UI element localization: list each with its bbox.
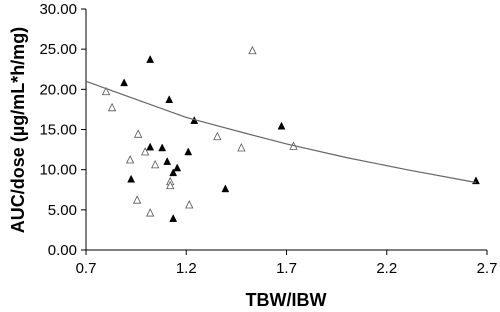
- x-tick-label: 2.7: [477, 260, 498, 277]
- y-tick-label: 10.00: [39, 162, 77, 179]
- x-tick-label: 0.7: [76, 260, 97, 277]
- x-tick-label: 2.2: [376, 260, 397, 277]
- open-point: [133, 129, 143, 138]
- filled-point: [169, 168, 178, 177]
- filled-point: [221, 184, 230, 193]
- open-point: [146, 208, 155, 217]
- open-point: [248, 45, 257, 55]
- open-point: [141, 147, 150, 156]
- y-tick-label: 5.00: [48, 202, 77, 219]
- filled-point: [169, 214, 178, 222]
- open-point: [125, 155, 135, 164]
- fit-curve: [85, 80, 477, 184]
- open-point: [237, 143, 246, 152]
- filled-point: [173, 163, 182, 172]
- open-point: [166, 180, 175, 190]
- filled-point: [472, 176, 480, 185]
- open-point: [151, 159, 160, 169]
- y-tick-label: 15.00: [39, 122, 77, 139]
- open-point: [185, 200, 194, 209]
- y-axis-title: AUC/dose (µg/mL*h/mg): [8, 27, 28, 233]
- y-tick-label: 0.00: [48, 242, 77, 259]
- filled-point: [146, 142, 155, 151]
- x-axis-title: TBW/IBW: [246, 290, 327, 310]
- open-point: [107, 102, 117, 112]
- x-tick-label: 1.2: [176, 260, 197, 277]
- filled-point: [158, 143, 167, 152]
- filled-point: [120, 78, 128, 87]
- filled-point: [127, 174, 136, 183]
- open-point: [132, 195, 142, 204]
- y-tick-label: 25.00: [39, 41, 77, 58]
- filled-point: [146, 55, 155, 63]
- filled-point: [184, 147, 193, 156]
- open-point: [213, 131, 222, 141]
- y-tick-label: 30.00: [39, 1, 77, 18]
- y-tick-label: 20.00: [39, 81, 77, 98]
- filled-point: [163, 157, 172, 165]
- filled-point: [277, 121, 286, 130]
- x-tick-label: 1.7: [276, 260, 297, 277]
- open-point: [101, 86, 111, 96]
- filled-point: [165, 95, 174, 104]
